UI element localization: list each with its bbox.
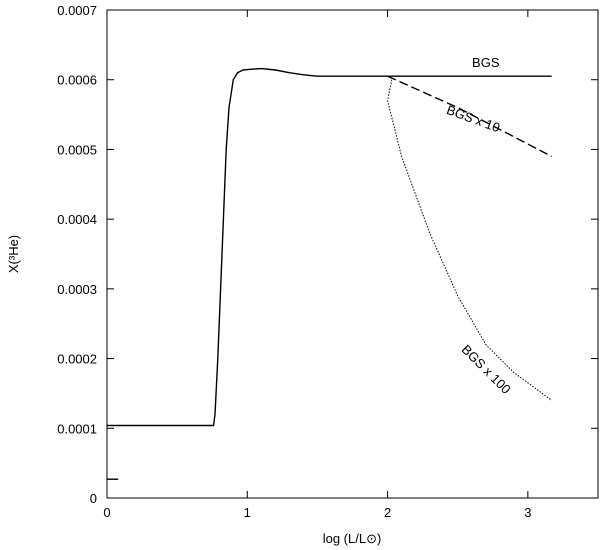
y-tick-label: 0.0001: [57, 421, 97, 436]
x-axis-label: log (L/L⊙): [323, 531, 382, 546]
annotation-label: BGS x 100: [459, 342, 514, 397]
plot-frame: [106, 9, 599, 499]
y-tick-label: 0.0005: [57, 142, 97, 157]
y-tick-label: 0.0002: [57, 352, 97, 367]
series-line-bgs: [107, 67, 552, 427]
x-tick-label: 1: [244, 505, 251, 520]
x-ticks: 0 1 2 3: [103, 10, 531, 520]
series-group: [107, 67, 553, 480]
annotations: BGS BGS x 10 BGS x 100: [445, 55, 514, 397]
y-tick-label: 0: [90, 491, 97, 506]
annotation-label: BGS: [472, 55, 500, 70]
x-tick-label: 0: [103, 505, 110, 520]
y-tick-label: 0.0007: [57, 3, 97, 18]
y-tick-label: 0.0003: [57, 282, 97, 297]
x-tick-label: 2: [384, 505, 391, 520]
y-tick-label: 0.0004: [57, 212, 97, 227]
y-ticks: 0 0.0001 0.0002 0.0003 0.0004 0.0005 0.0006 0.0…: [57, 3, 598, 506]
annotation-label: BGS x 10: [445, 102, 502, 135]
y-tick-label: 0.0006: [57, 73, 97, 88]
x-tick-label: 3: [524, 505, 531, 520]
series-line-bgs-x-100: [387, 79, 552, 401]
y-axis-label: X(³He): [6, 235, 21, 273]
series-line-bgs-x-10: [387, 75, 553, 158]
